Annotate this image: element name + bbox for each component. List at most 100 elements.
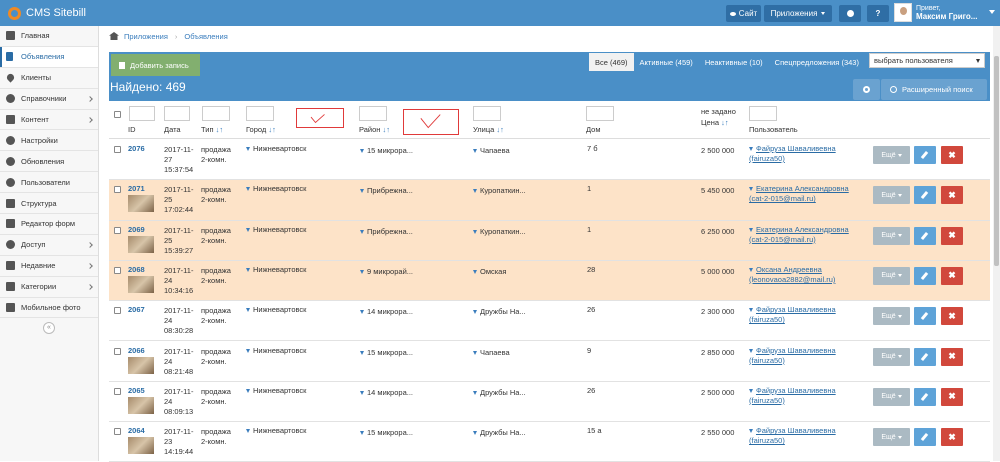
row-user[interactable]: Файруза Шаваливевна (fairuza50): [749, 426, 836, 446]
col-id[interactable]: ID: [128, 125, 136, 134]
row-city[interactable]: Нижневартовск: [246, 346, 306, 356]
row-district[interactable]: 14 микрора...: [360, 307, 413, 317]
user-login-link[interactable]: (fairuza50): [749, 154, 785, 163]
user-login-link[interactable]: (cat-2-015@mail.ru): [749, 234, 816, 244]
filter-tab[interactable]: Активные (459): [639, 57, 693, 67]
more-button[interactable]: Ещё: [873, 266, 910, 285]
sort-arrows[interactable]: ↓↑: [721, 118, 729, 127]
row-id-link[interactable]: 2066: [128, 345, 145, 355]
row-city[interactable]: Нижневартовск: [246, 225, 306, 235]
row-city[interactable]: Нижневартовск: [246, 305, 306, 315]
user-login-link[interactable]: (cat-2-015@mail.ru): [749, 194, 816, 204]
sidebar-item[interactable]: Справочники: [0, 89, 98, 110]
user-name-link[interactable]: Екатерина Александровна: [756, 224, 849, 234]
user-name-link[interactable]: Файруза Шаваливевна: [756, 305, 836, 315]
filter-tab[interactable]: Все (469): [589, 53, 634, 71]
filter-user-input[interactable]: [749, 106, 777, 121]
row-street[interactable]: Дружбы На...: [473, 388, 526, 398]
col-city[interactable]: Город ↓↑: [246, 125, 276, 134]
breadcrumb-apps[interactable]: Приложения: [124, 31, 168, 41]
filter-street-input[interactable]: [473, 106, 501, 121]
sort-arrows[interactable]: ↓↑: [268, 125, 276, 134]
row-street[interactable]: Куропаткин...: [473, 186, 526, 196]
row-district[interactable]: 9 микрорай...: [360, 267, 413, 277]
row-user[interactable]: Файруза Шаваливевна (fairuza50): [749, 346, 836, 366]
sidebar-collapse-button[interactable]: «: [43, 322, 55, 335]
more-button[interactable]: Ещё: [873, 307, 910, 326]
listing-thumbnail[interactable]: [128, 235, 154, 253]
row-id-link[interactable]: 2068: [128, 264, 145, 274]
row-street[interactable]: Дружбы На...: [473, 307, 526, 317]
user-select[interactable]: выбрать пользователя: [869, 53, 985, 68]
row-district[interactable]: Прибрежна...: [360, 227, 413, 237]
sidebar-item[interactable]: Категории: [0, 277, 98, 298]
row-checkbox[interactable]: [114, 266, 121, 274]
filter-tab[interactable]: Спецпредложения (343): [774, 57, 859, 67]
sidebar-item[interactable]: Обновления: [0, 151, 98, 173]
row-street[interactable]: Куропаткин...: [473, 227, 526, 237]
row-district[interactable]: 15 микрора...: [360, 146, 413, 156]
more-button[interactable]: Ещё: [873, 186, 910, 205]
filter-district-input[interactable]: [359, 106, 387, 121]
delete-button[interactable]: ✖: [941, 347, 963, 366]
col-type[interactable]: Тип ↓↑: [201, 125, 223, 134]
site-button[interactable]: Сайт: [726, 5, 761, 22]
row-district[interactable]: 14 микрора...: [360, 388, 413, 398]
sidebar-item[interactable]: Пользователи: [0, 172, 98, 194]
advanced-search-button[interactable]: Расширенный поиск: [881, 79, 987, 100]
col-date[interactable]: Дата: [164, 125, 181, 134]
sidebar-item[interactable]: Клиенты: [0, 68, 98, 89]
user-name-link[interactable]: Оксана Андреевна: [756, 264, 822, 274]
row-street[interactable]: Дружбы На...: [473, 428, 526, 438]
row-checkbox[interactable]: [114, 347, 121, 355]
listing-thumbnail[interactable]: [128, 437, 154, 455]
sidebar-item[interactable]: Настройки: [0, 130, 98, 152]
sort-arrows[interactable]: ↓↑: [215, 125, 224, 134]
row-city[interactable]: Нижневартовск: [246, 426, 306, 436]
sidebar-item[interactable]: Объявления: [0, 46, 98, 68]
row-checkbox[interactable]: [114, 307, 121, 315]
scrollbar-thumb[interactable]: [994, 56, 999, 266]
row-street[interactable]: Омская: [473, 267, 506, 277]
user-name-link[interactable]: Файруза Шаваливевна: [756, 426, 836, 436]
user-name-link[interactable]: Файруза Шаваливевна: [756, 144, 836, 153]
edit-button[interactable]: [914, 387, 936, 406]
sidebar-item[interactable]: Контент: [0, 110, 98, 131]
add-record-button[interactable]: Добавить запись: [111, 54, 200, 76]
brand[interactable]: CMS Sitebill: [8, 5, 86, 21]
sidebar-item[interactable]: Недавние: [0, 256, 98, 277]
row-district[interactable]: 15 микрора...: [360, 348, 413, 358]
row-city[interactable]: Нижневартовск: [246, 386, 306, 396]
user-login-link[interactable]: (fairuza50): [749, 436, 785, 446]
row-id-link[interactable]: 2064: [128, 426, 145, 436]
delete-button[interactable]: ✖: [941, 387, 963, 406]
row-id-link[interactable]: 2069: [128, 224, 145, 234]
col-district[interactable]: Район ↓↑: [359, 125, 390, 134]
user-name-link[interactable]: Файруза Шаваливевна: [756, 345, 836, 355]
row-user[interactable]: Екатерина Александровна (cat-2-015@mail.r…: [749, 225, 849, 245]
col-street[interactable]: Улица ↓↑: [473, 125, 504, 134]
user-login-link[interactable]: (fairuza50): [749, 315, 785, 325]
sidebar-item[interactable]: Мобильное фото: [0, 298, 98, 319]
row-checkbox[interactable]: [114, 186, 121, 194]
filter-city-input[interactable]: [246, 106, 274, 121]
row-city[interactable]: Нижневартовск: [246, 184, 306, 194]
listing-thumbnail[interactable]: [128, 396, 154, 414]
filter-house-input[interactable]: [586, 106, 614, 121]
more-button[interactable]: Ещё: [873, 347, 910, 366]
more-button[interactable]: Ещё: [873, 226, 910, 245]
row-checkbox[interactable]: [114, 226, 121, 234]
apps-button[interactable]: Приложения: [764, 5, 832, 22]
sidebar-item[interactable]: Доступ: [0, 235, 98, 256]
row-district[interactable]: Прибрежна...: [360, 186, 413, 196]
user-login-link[interactable]: (fairuza50): [749, 355, 785, 365]
sidebar-item[interactable]: Структура: [0, 193, 98, 215]
sidebar-item[interactable]: Главная: [0, 26, 98, 47]
sort-arrows[interactable]: ↓↑: [496, 125, 504, 134]
delete-button[interactable]: ✖: [941, 186, 963, 205]
more-button[interactable]: Ещё: [873, 387, 910, 406]
edit-button[interactable]: [914, 186, 936, 205]
user-login-link[interactable]: (fairuza50): [749, 395, 785, 405]
row-id-link[interactable]: 2065: [128, 385, 145, 395]
home-icon[interactable]: [109, 32, 119, 40]
